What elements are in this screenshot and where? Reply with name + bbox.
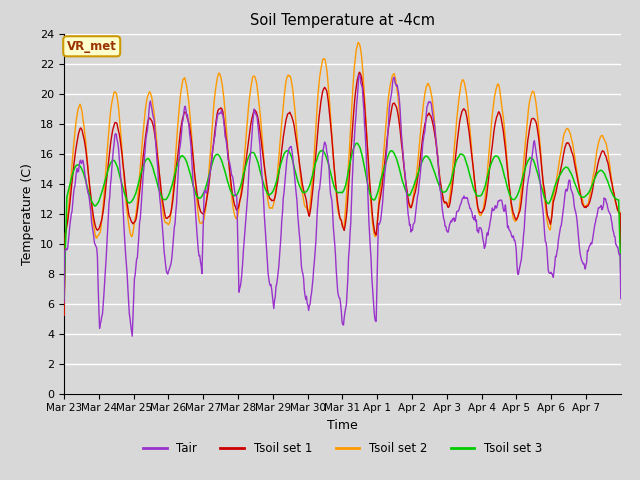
Text: VR_met: VR_met (67, 40, 116, 53)
Title: Soil Temperature at -4cm: Soil Temperature at -4cm (250, 13, 435, 28)
X-axis label: Time: Time (327, 419, 358, 432)
Y-axis label: Temperature (C): Temperature (C) (22, 163, 35, 264)
Legend: Tair, Tsoil set 1, Tsoil set 2, Tsoil set 3: Tair, Tsoil set 1, Tsoil set 2, Tsoil se… (138, 437, 547, 460)
